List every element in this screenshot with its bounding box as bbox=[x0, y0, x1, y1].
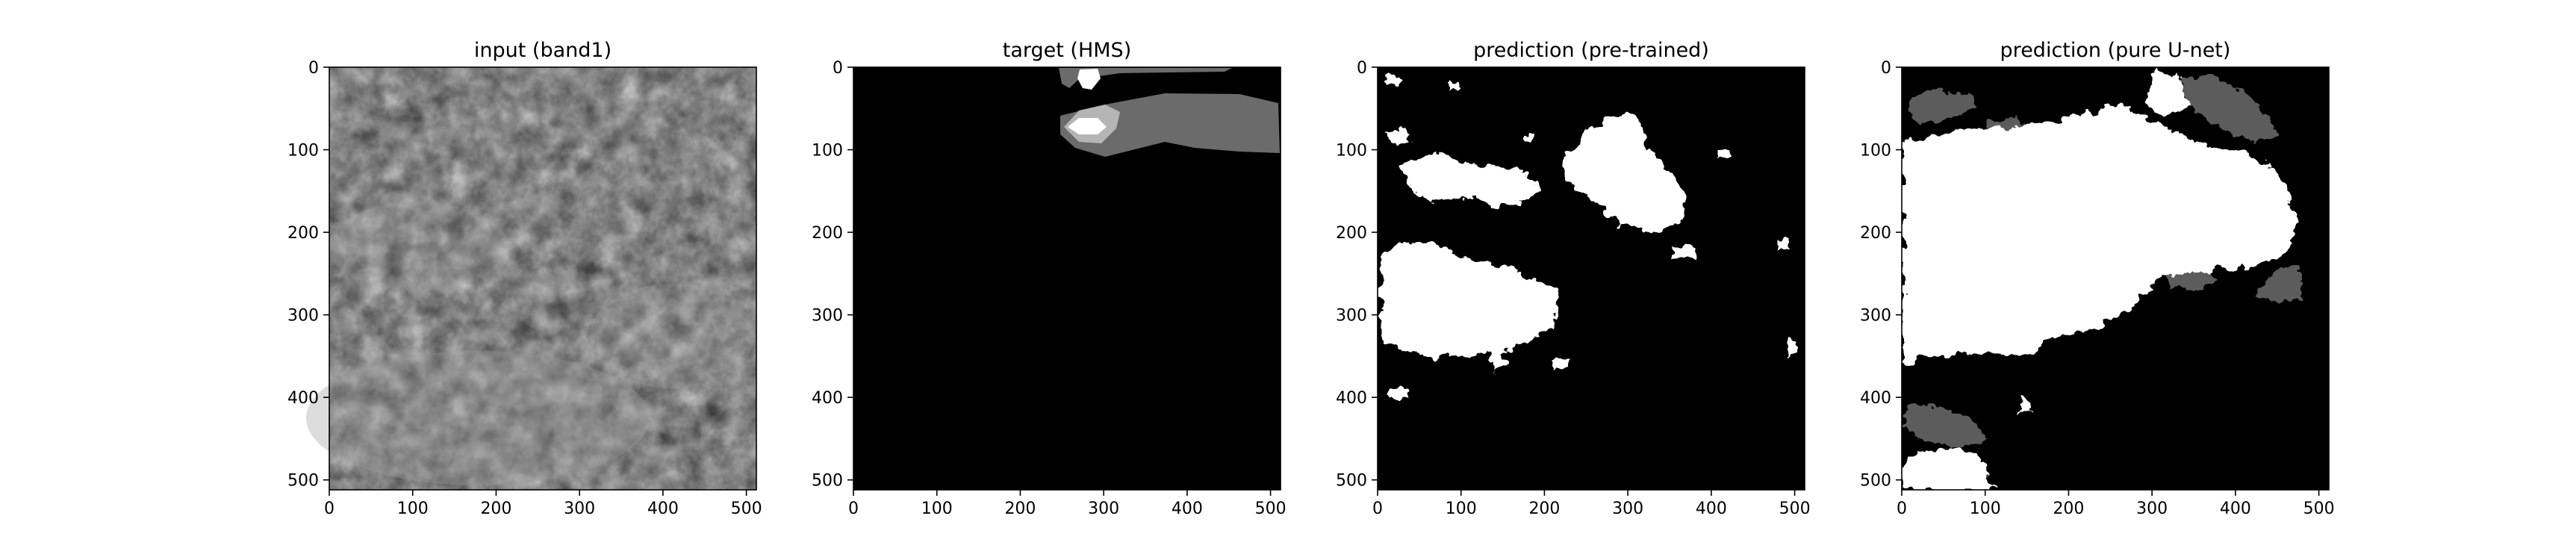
x-axis-target: 0 100 200 300 400 500 bbox=[848, 490, 1287, 518]
x-tick-label: 500 bbox=[731, 500, 762, 518]
panel-title-pred-pretrained: prediction (pre-trained) bbox=[1473, 39, 1709, 62]
panel-title-target: target (HMS) bbox=[1003, 39, 1131, 62]
axes-frame bbox=[853, 66, 1281, 491]
x-tick-label: 100 bbox=[397, 500, 429, 518]
x-tick-label: 200 bbox=[1528, 500, 1560, 518]
y-tick-label: 100 bbox=[1336, 142, 1367, 161]
y-axis-target: 0 100 200 300 400 500 bbox=[812, 59, 853, 491]
y-tick-label: 400 bbox=[1336, 389, 1367, 408]
y-tick-label: 200 bbox=[1860, 224, 1891, 243]
x-tick-label: 400 bbox=[647, 500, 679, 518]
axes-frame bbox=[329, 66, 757, 491]
panel-pred-unet: prediction (pure U-net) 0 100 200 300 400 500… bbox=[1860, 39, 2335, 518]
x-tick-label: 0 bbox=[1897, 500, 1907, 518]
y-tick-label: 300 bbox=[287, 307, 319, 326]
x-tick-label: 400 bbox=[2220, 500, 2251, 518]
x-axis-pred-unet: 0 100 200 300 400 500 bbox=[1897, 490, 2335, 518]
x-tick-label: 200 bbox=[1004, 500, 1036, 518]
x-axis-input: 0 100 200 300 400 500 bbox=[324, 490, 762, 518]
y-axis-pred-unet: 0 100 200 300 400 500 bbox=[1860, 59, 1902, 491]
x-tick-label: 400 bbox=[1172, 500, 1203, 518]
y-tick-label: 200 bbox=[812, 224, 843, 243]
panel-title-input: input (band1) bbox=[474, 39, 612, 62]
axes-frame bbox=[1901, 66, 2330, 491]
image-area-pred-unet bbox=[1902, 67, 2329, 490]
image-area-pred-pretrained bbox=[1378, 67, 1805, 490]
x-tick-label: 100 bbox=[921, 500, 953, 518]
panel-input: input (band1) 0 100 200 300 400 500 0 100 200 30… bbox=[287, 39, 762, 518]
y-tick-label: 400 bbox=[1860, 389, 1891, 408]
y-tick-label: 500 bbox=[1860, 472, 1891, 491]
y-tick-label: 200 bbox=[287, 224, 319, 243]
y-tick-label: 0 bbox=[1881, 59, 1891, 78]
panel-target: target (HMS) 0 100 200 300 400 500 0 100 200 300… bbox=[812, 39, 1287, 518]
y-tick-label: 100 bbox=[1860, 142, 1891, 161]
x-tick-label: 300 bbox=[1088, 500, 1119, 518]
x-tick-label: 400 bbox=[1696, 500, 1727, 518]
y-axis-pred-pretrained: 0 100 200 300 400 500 bbox=[1336, 59, 1378, 491]
image-area-target bbox=[853, 67, 1281, 490]
y-tick-label: 300 bbox=[1860, 307, 1891, 326]
y-tick-label: 400 bbox=[287, 389, 319, 408]
x-axis-pred-pretrained: 0 100 200 300 400 500 bbox=[1372, 490, 1811, 518]
y-tick-label: 100 bbox=[287, 142, 319, 161]
y-tick-label: 0 bbox=[833, 59, 843, 78]
x-tick-label: 0 bbox=[324, 500, 335, 518]
x-tick-label: 200 bbox=[480, 500, 511, 518]
y-tick-label: 100 bbox=[812, 142, 843, 161]
panel-pred-pretrained: prediction (pre-trained) bbox=[1336, 39, 1811, 518]
x-tick-label: 500 bbox=[1255, 500, 1287, 518]
x-tick-label: 100 bbox=[1970, 500, 2001, 518]
y-tick-label: 500 bbox=[812, 472, 843, 491]
y-axis-input: 0 100 200 300 400 500 bbox=[287, 59, 329, 491]
x-tick-label: 100 bbox=[1446, 500, 1477, 518]
y-tick-label: 0 bbox=[308, 59, 319, 78]
x-tick-label: 500 bbox=[1779, 500, 1811, 518]
y-tick-label: 300 bbox=[1336, 307, 1367, 326]
x-tick-label: 200 bbox=[2053, 500, 2084, 518]
x-tick-label: 0 bbox=[1372, 500, 1383, 518]
y-tick-label: 400 bbox=[812, 389, 843, 408]
axes-frame bbox=[1377, 66, 1805, 491]
y-tick-label: 300 bbox=[812, 307, 843, 326]
y-tick-label: 200 bbox=[1336, 224, 1367, 243]
x-tick-label: 300 bbox=[2136, 500, 2168, 518]
x-tick-label: 0 bbox=[848, 500, 859, 518]
y-tick-label: 0 bbox=[1357, 59, 1367, 78]
x-tick-label: 300 bbox=[564, 500, 595, 518]
x-tick-label: 300 bbox=[1612, 500, 1643, 518]
panel-title-pred-unet: prediction (pure U-net) bbox=[2000, 39, 2231, 62]
y-tick-label: 500 bbox=[287, 472, 319, 491]
y-tick-label: 500 bbox=[1336, 472, 1367, 491]
image-area-input bbox=[306, 67, 756, 490]
x-tick-label: 500 bbox=[2303, 500, 2335, 518]
